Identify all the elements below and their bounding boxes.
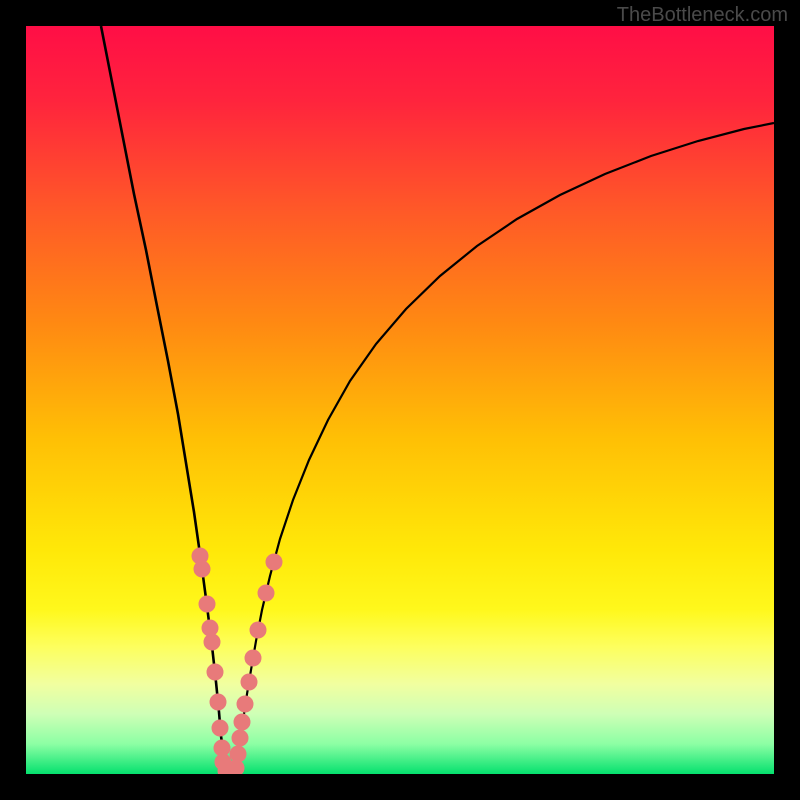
watermark-text: TheBottleneck.com	[617, 4, 788, 27]
marker-dot	[202, 620, 218, 636]
marker-dot	[232, 730, 248, 746]
marker-dot	[258, 585, 274, 601]
marker-dot	[199, 596, 215, 612]
marker-dot	[207, 664, 223, 680]
marker-dot	[204, 634, 220, 650]
marker-dot	[194, 561, 210, 577]
marker-dot	[245, 650, 261, 666]
plot-area	[26, 26, 774, 774]
marker-dot	[234, 714, 250, 730]
marker-dot	[237, 696, 253, 712]
marker-dot	[212, 720, 228, 736]
curve-left	[101, 26, 229, 773]
chart-svg	[26, 26, 774, 774]
marker-dot	[230, 746, 246, 762]
marker-dot	[210, 694, 226, 710]
marker-dot	[250, 622, 266, 638]
marker-dot	[266, 554, 282, 570]
marker-dot	[241, 674, 257, 690]
curve-right	[232, 123, 774, 773]
